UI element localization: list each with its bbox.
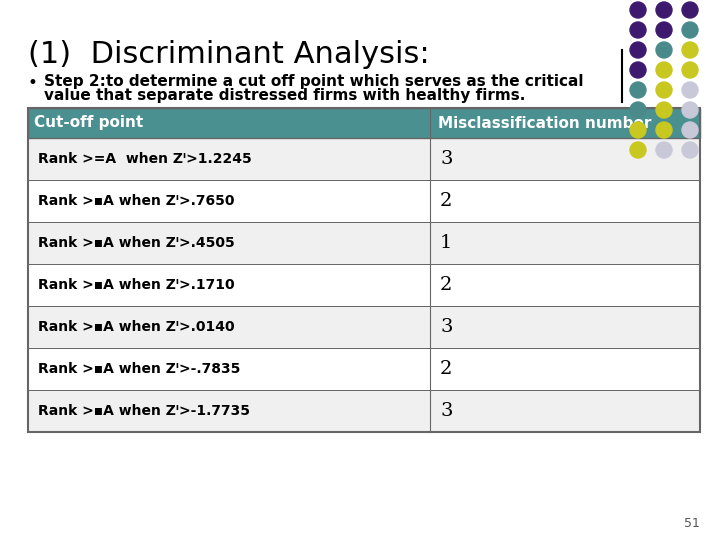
Bar	[28, 348, 700, 390]
Text: Rank >=A  when Zᴵ>1.2245: Rank >=A when Zᴵ>1.2245	[38, 152, 252, 166]
Circle shape	[656, 2, 672, 18]
Circle shape	[656, 122, 672, 138]
Text: 2: 2	[440, 192, 452, 210]
Circle shape	[656, 102, 672, 118]
Text: 2: 2	[440, 360, 452, 378]
Circle shape	[630, 82, 646, 98]
Circle shape	[656, 22, 672, 38]
Text: Rank >▪A when Zᴵ>.1710: Rank >▪A when Zᴵ>.1710	[38, 278, 235, 292]
Text: Rank >▪A when Zᴵ>-1.7735: Rank >▪A when Zᴵ>-1.7735	[38, 404, 250, 418]
Text: •: •	[28, 74, 38, 92]
Text: (1)  Discriminant Analysis:: (1) Discriminant Analysis:	[28, 40, 430, 69]
Text: 3: 3	[440, 402, 452, 420]
Bar	[28, 222, 700, 264]
Circle shape	[682, 82, 698, 98]
Circle shape	[630, 62, 646, 78]
Text: Step 2:to determine a cut off point which serves as the critical: Step 2:to determine a cut off point whic…	[44, 74, 583, 89]
Text: Rank >▪A when Zᴵ>.4505: Rank >▪A when Zᴵ>.4505	[38, 236, 235, 250]
Text: Cut-off point: Cut-off point	[34, 116, 143, 131]
Circle shape	[682, 102, 698, 118]
Text: Misclassification number: Misclassification number	[438, 116, 652, 131]
Circle shape	[682, 42, 698, 58]
Text: value that separate distressed firms with healthy firms.: value that separate distressed firms wit…	[44, 88, 526, 103]
Bar	[28, 264, 700, 306]
Circle shape	[656, 142, 672, 158]
Bar	[28, 108, 700, 138]
Circle shape	[630, 122, 646, 138]
Circle shape	[630, 22, 646, 38]
Bar	[28, 108, 700, 432]
Text: 3: 3	[440, 150, 452, 168]
Text: 2: 2	[440, 276, 452, 294]
Bar	[28, 306, 700, 348]
Circle shape	[682, 62, 698, 78]
Bar	[28, 180, 700, 222]
Bar	[28, 390, 700, 432]
Bar	[28, 138, 700, 180]
Circle shape	[630, 142, 646, 158]
Circle shape	[682, 122, 698, 138]
Circle shape	[656, 42, 672, 58]
Circle shape	[656, 62, 672, 78]
Circle shape	[682, 142, 698, 158]
Circle shape	[682, 22, 698, 38]
Text: Rank >▪A when Zᴵ>.7650: Rank >▪A when Zᴵ>.7650	[38, 194, 235, 208]
Circle shape	[656, 82, 672, 98]
Circle shape	[682, 2, 698, 18]
Text: 51: 51	[684, 517, 700, 530]
Text: 3: 3	[440, 318, 452, 336]
Circle shape	[630, 42, 646, 58]
Text: Rank >▪A when Zᴵ>-.7835: Rank >▪A when Zᴵ>-.7835	[38, 362, 240, 376]
Text: Rank >▪A when Zᴵ>.0140: Rank >▪A when Zᴵ>.0140	[38, 320, 235, 334]
Text: 1: 1	[440, 234, 452, 252]
Circle shape	[630, 2, 646, 18]
Circle shape	[630, 102, 646, 118]
